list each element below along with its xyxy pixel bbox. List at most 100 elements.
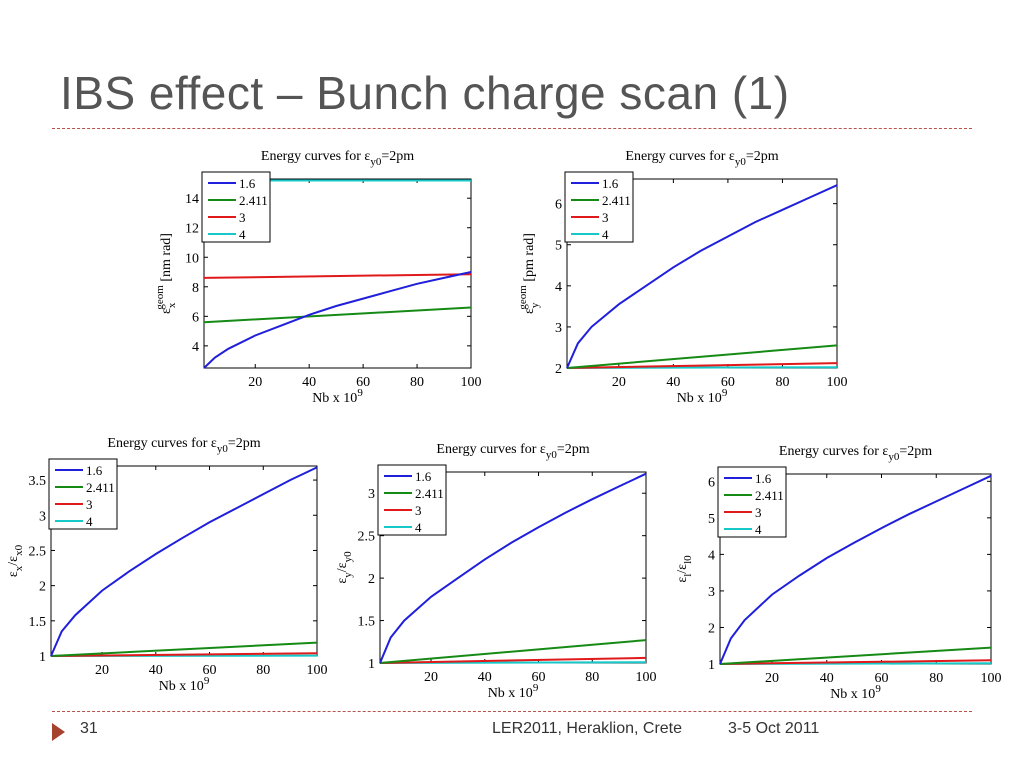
chart-2: 20 40 60 80 100 2 3 4 5 6 Energy curves for εy0=2p…	[517, 149, 848, 406]
slide-title: IBS effect – Bunch charge scan (1)	[60, 67, 790, 119]
y-tick-label: 1.5	[29, 615, 47, 630]
series-line-1-6	[719, 474, 992, 665]
y-tick-label: 5	[708, 512, 715, 527]
y-tick-label: 3.5	[29, 474, 47, 489]
legend: 1.6 2.411 3 4	[564, 171, 634, 243]
series-line-2-411	[379, 639, 647, 664]
y-tick-label: 2	[39, 580, 46, 595]
chart-title: Energy curves for εy0=2pm	[436, 442, 589, 461]
x-tick-label: 80	[256, 663, 270, 678]
legend-label: 4	[415, 520, 422, 535]
legend-label: 1.6	[602, 176, 619, 191]
chart-title: Energy curves for εy0=2pm	[261, 149, 414, 168]
x-tick-label: 40	[666, 375, 680, 390]
x-tick-label: 80	[585, 670, 599, 685]
legend-label: 3	[239, 210, 246, 225]
y-axis-label: εl/εl0	[675, 555, 694, 583]
x-tick-label: 80	[410, 375, 424, 390]
series-line-1-6	[566, 184, 838, 369]
x-axis-label: Nb x 109	[488, 682, 539, 701]
series-line-2-411	[203, 306, 472, 324]
series-line-1-6	[379, 472, 647, 664]
y-tick-label: 2.5	[29, 544, 47, 559]
y-tick-label: 3	[555, 321, 562, 336]
footer-venue: LER2011, Heraklion, Crete	[492, 720, 683, 737]
x-tick-label: 40	[149, 663, 163, 678]
legend-label: 1.6	[755, 471, 772, 486]
series-line-3	[203, 273, 472, 279]
legend-label: 4	[755, 522, 762, 537]
series-line-2-411	[566, 344, 838, 369]
y-tick-label: 1	[39, 650, 46, 665]
y-axis-label: εx/εx0	[6, 544, 25, 577]
y-tick-label: 1.5	[358, 615, 376, 630]
legend-label: 2.411	[755, 488, 784, 503]
x-tick-label: 100	[981, 671, 1002, 686]
chart-title: Energy curves for εy0=2pm	[107, 436, 260, 455]
legend-label: 2.411	[239, 193, 268, 208]
y-tick-label: 3	[708, 585, 715, 600]
title-divider	[52, 128, 972, 129]
series-line-3	[50, 652, 318, 657]
series-line-3	[379, 656, 647, 664]
x-tick-label: 100	[636, 670, 657, 685]
y-axis-label: εy/εy0	[335, 551, 354, 584]
legend-label: 4	[602, 227, 609, 242]
series-line-3	[719, 659, 992, 665]
x-tick-label: 20	[248, 375, 262, 390]
y-tick-label: 12	[185, 222, 199, 237]
footer-divider	[52, 711, 972, 712]
footer-arrow-icon	[52, 723, 65, 741]
chart-3: 20 40 60 80 100 1 1.5 2 2.5 3 3.5 Energy curves for…	[6, 436, 328, 694]
y-tick-label: 2	[555, 362, 562, 377]
legend-label: 1.6	[86, 463, 103, 478]
x-tick-label: 100	[827, 375, 848, 390]
x-tick-label: 80	[775, 375, 789, 390]
y-tick-label: 10	[185, 251, 199, 266]
x-tick-label: 60	[721, 375, 735, 390]
y-tick-label: 6	[192, 310, 199, 325]
x-axis-label: Nb x 109	[312, 387, 363, 406]
y-tick-label: 6	[555, 198, 562, 213]
legend-label: 4	[239, 227, 246, 242]
y-tick-label: 3	[39, 509, 46, 524]
y-tick-label: 2.5	[358, 530, 376, 545]
legend-label: 2.411	[602, 193, 631, 208]
x-axis-label: Nb x 109	[159, 675, 210, 694]
legend-label: 4	[86, 514, 93, 529]
chart-1: 20 40 60 80 100 4 6 8 10 12 14 Energy curves for εy…	[154, 149, 482, 406]
legend-label: 1.6	[239, 176, 256, 191]
y-tick-label: 3	[368, 487, 375, 502]
y-tick-label: 5	[555, 239, 562, 254]
x-tick-label: 100	[461, 375, 482, 390]
x-tick-label: 40	[302, 375, 316, 390]
legend: 1.6 2.411 3 4	[201, 171, 271, 243]
chart-4: 20 40 60 80 100 1 1.5 2 2.5 3 Energy curves for εy…	[335, 442, 657, 701]
x-tick-label: 20	[95, 663, 109, 678]
series-line-1-6	[50, 466, 318, 657]
x-axis-label: Nb x 109	[677, 387, 728, 406]
y-tick-label: 1	[708, 658, 715, 673]
y-axis-label: εxgeom [nm rad]	[154, 233, 178, 314]
series-line-1-6	[203, 271, 472, 369]
x-axis-label: Nb x 109	[830, 683, 881, 702]
x-tick-label: 60	[875, 671, 889, 686]
y-tick-label: 6	[708, 475, 715, 490]
y-tick-label: 4	[555, 280, 562, 295]
page-number: 31	[80, 720, 98, 737]
x-tick-label: 20	[612, 375, 626, 390]
y-tick-label: 8	[192, 281, 199, 296]
legend-label: 2.411	[415, 486, 444, 501]
x-tick-label: 100	[307, 663, 328, 678]
y-tick-label: 2	[708, 621, 715, 636]
legend: 1.6 2.411 3 4	[48, 458, 118, 530]
legend: 1.6 2.411 3 4	[717, 466, 787, 538]
legend-label: 3	[86, 497, 93, 512]
series-line-3	[566, 362, 838, 369]
footer-date: 3-5 Oct 2011	[728, 720, 820, 737]
legend: 1.6 2.411 3 4	[377, 464, 447, 536]
y-tick-label: 4	[708, 548, 715, 563]
x-tick-label: 40	[478, 670, 492, 685]
chart-5: 20 40 60 80 100 1 2 3 4 5 6 Energy curves for εy0=2…	[675, 444, 1002, 702]
